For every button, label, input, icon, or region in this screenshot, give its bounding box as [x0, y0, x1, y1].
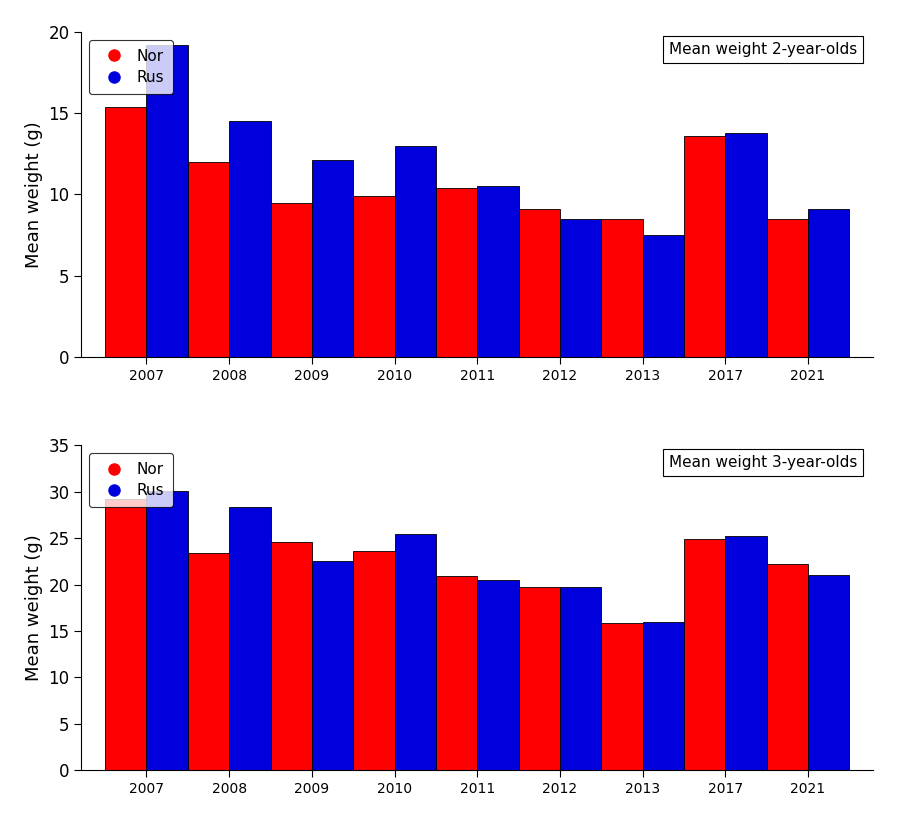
Y-axis label: Mean weight (g): Mean weight (g): [25, 121, 43, 268]
Bar: [477, 580, 518, 770]
Bar: [394, 145, 436, 357]
Bar: [726, 536, 767, 770]
Bar: [146, 45, 188, 357]
Bar: [436, 188, 477, 357]
Text: Mean weight 3-year-olds: Mean weight 3-year-olds: [669, 455, 858, 470]
Bar: [436, 576, 477, 770]
Y-axis label: Mean weight (g): Mean weight (g): [25, 534, 43, 681]
Bar: [767, 564, 808, 770]
Bar: [602, 219, 643, 357]
Bar: [560, 219, 602, 357]
Bar: [726, 133, 767, 357]
Bar: [353, 196, 394, 357]
Bar: [602, 622, 643, 770]
Bar: [560, 587, 602, 770]
Legend: Nor, Rus: Nor, Rus: [89, 453, 173, 507]
Bar: [105, 107, 146, 357]
Bar: [518, 587, 560, 770]
Bar: [188, 553, 229, 770]
Bar: [767, 219, 808, 357]
Bar: [312, 160, 353, 357]
Bar: [643, 235, 684, 357]
Bar: [229, 507, 270, 770]
Bar: [684, 539, 726, 770]
Bar: [229, 122, 270, 357]
Text: Mean weight 2-year-olds: Mean weight 2-year-olds: [669, 42, 858, 57]
Bar: [105, 499, 146, 770]
Bar: [270, 203, 312, 357]
Bar: [312, 562, 353, 770]
Bar: [643, 621, 684, 770]
Bar: [146, 491, 188, 770]
Bar: [518, 209, 560, 357]
Legend: Nor, Rus: Nor, Rus: [89, 39, 173, 94]
Bar: [808, 576, 850, 770]
Bar: [188, 162, 229, 357]
Bar: [477, 186, 518, 357]
Bar: [684, 136, 726, 357]
Bar: [808, 209, 850, 357]
Bar: [353, 551, 394, 770]
Bar: [394, 534, 436, 770]
Bar: [270, 542, 312, 770]
